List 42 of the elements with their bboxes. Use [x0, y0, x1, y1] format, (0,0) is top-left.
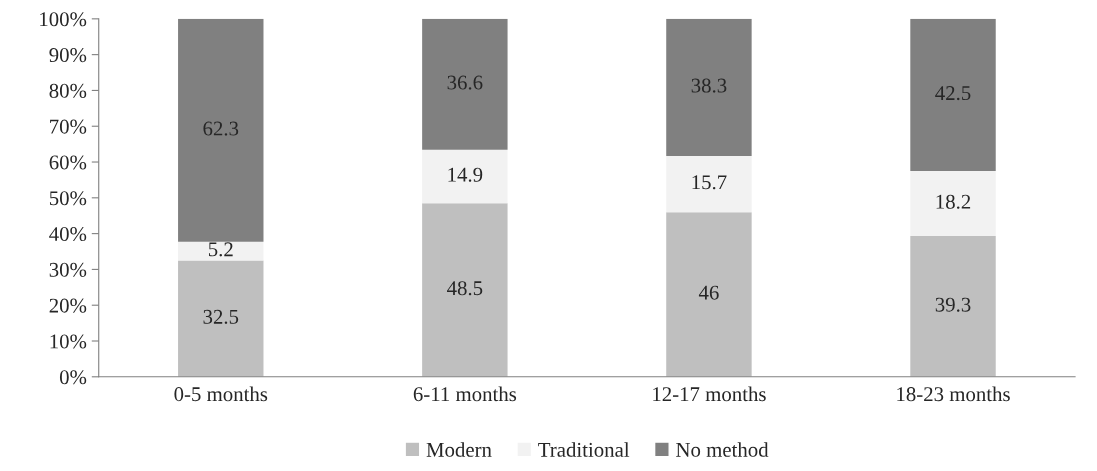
- data-label: 14.9: [448, 167, 483, 182]
- y-tick-label: 0%: [59, 370, 87, 385]
- y-tick-label: 10%: [50, 334, 87, 349]
- data-label: 48.5: [447, 281, 483, 296]
- legend-label: No method: [676, 442, 769, 457]
- data-label: 39.3: [935, 297, 971, 312]
- bar: [178, 18, 264, 242]
- bar: [666, 212, 752, 377]
- y-tick-label: 80%: [49, 83, 87, 98]
- x-tick-label: 6-11 months: [413, 386, 517, 402]
- data-label: 5.2: [208, 242, 233, 257]
- data-label: 18.2: [936, 194, 971, 209]
- bar: [422, 149, 508, 204]
- y-tick-label: 90%: [49, 48, 87, 63]
- data-label: 42.5: [935, 86, 971, 101]
- data-label: 15.7: [692, 175, 727, 190]
- data-label: 46: [698, 285, 719, 300]
- x-tick-label: 18-23 months: [897, 386, 1010, 402]
- bar: [910, 170, 996, 237]
- bar: [910, 18, 996, 171]
- bar: [422, 18, 508, 150]
- data-label: 62.3: [203, 121, 239, 136]
- legend-label: Modern: [426, 442, 492, 457]
- y-tick-label: 60%: [49, 155, 87, 170]
- bar: [422, 203, 508, 377]
- y-tick-label: 50%: [49, 191, 87, 206]
- data-label: 36.6: [447, 75, 483, 90]
- y-tick-label: 100%: [40, 12, 87, 27]
- y-tick-label: 40%: [49, 226, 87, 242]
- bar: [666, 18, 752, 156]
- data-label: 38.3: [691, 78, 727, 93]
- y-tick-label: 30%: [49, 262, 87, 277]
- y-tick-label: 20%: [49, 298, 87, 313]
- bar: [910, 236, 996, 377]
- data-label: 32.5: [203, 309, 239, 324]
- bar: [178, 241, 264, 261]
- bar: [178, 260, 264, 377]
- y-tick-label: 70%: [50, 119, 87, 134]
- bar: [666, 155, 752, 213]
- x-tick-label: 0-5 months: [174, 386, 268, 402]
- legend-label: Traditional: [538, 442, 630, 457]
- x-tick-label: 12-17 months: [653, 386, 766, 402]
